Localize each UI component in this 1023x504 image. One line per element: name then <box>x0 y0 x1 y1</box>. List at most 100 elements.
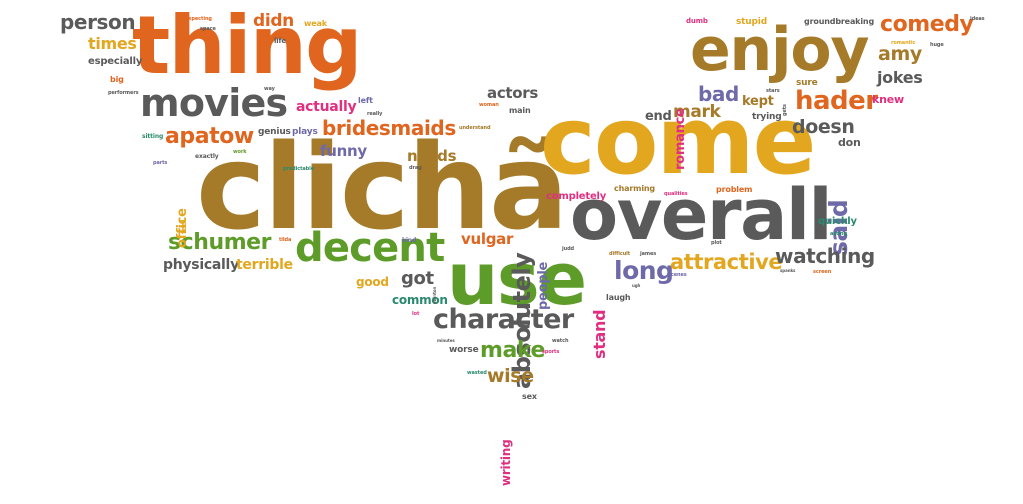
word-funny: funny <box>320 142 367 160</box>
word-decent: decent <box>295 225 445 271</box>
word-especially: especially <box>88 56 143 67</box>
word-watching: watching <box>775 244 875 268</box>
word-romantic: romantic <box>891 40 916 46</box>
word-trying: trying <box>752 112 782 122</box>
word-mark: mark <box>673 102 721 122</box>
word-way: way <box>264 86 275 92</box>
word-terrible: terrible <box>236 257 293 273</box>
word-person: person <box>60 10 136 34</box>
word-plot: plot <box>711 240 722 246</box>
word-watch: watch <box>552 338 569 344</box>
word-exactly: exactly <box>195 153 219 160</box>
word-physically: physically <box>163 257 239 273</box>
word-completely: completely <box>546 191 607 202</box>
word-comedy: comedy <box>880 12 974 37</box>
word-sitting: sitting <box>142 133 164 140</box>
word-laugh: laugh <box>606 293 631 302</box>
word-charming: charming <box>614 184 656 193</box>
word-didn: didn <box>253 11 294 31</box>
word-understand: understand <box>459 125 491 131</box>
word-attractive: attractive <box>670 250 783 274</box>
word-come: come <box>540 87 816 196</box>
word-kind: kind <box>402 237 417 244</box>
word-expecting: expecting <box>185 16 212 22</box>
word-scenes: scenes <box>668 272 687 278</box>
word-wise: wise <box>487 365 534 387</box>
word-people: people <box>536 261 551 310</box>
word-ugh: ugh <box>632 283 641 288</box>
word-woman: woman <box>479 102 499 108</box>
word-doesn: doesn <box>792 116 855 138</box>
word-common: common <box>392 293 448 307</box>
word-huge: huge <box>930 42 944 48</box>
word-stand: stand <box>590 309 609 359</box>
word-amy: amy <box>878 43 922 65</box>
word-performers: performers <box>108 90 139 96</box>
word-jokes: jokes <box>877 68 923 87</box>
word-acting: acting <box>830 231 847 237</box>
word-plays: plays <box>292 127 318 137</box>
word-wasted: wasted <box>467 370 487 376</box>
word-really: really <box>367 111 383 117</box>
word-sex: sex <box>522 392 537 401</box>
word-ideas: ideas <box>970 16 985 22</box>
word-bridesmaids: bridesmaids <box>322 116 456 140</box>
word-feel: feel <box>180 219 188 234</box>
word-enjoy: enjoy <box>690 15 870 85</box>
word-groundbreaking: groundbreaking <box>804 17 875 26</box>
word-good: good <box>356 275 389 289</box>
word-schumer: schumer <box>168 230 272 255</box>
word-use: use <box>447 237 587 321</box>
word-space: space <box>200 26 216 32</box>
word-knew: knew <box>872 93 904 106</box>
word-make: make <box>480 338 545 363</box>
word-predictable: predictable <box>283 166 315 172</box>
word-main: main <box>509 106 531 115</box>
word-quickly: quickly <box>818 216 857 227</box>
word-swinton: swinton <box>432 286 437 304</box>
word-overall: overall <box>570 174 833 256</box>
word-judd: judd <box>562 246 575 252</box>
word-weak: weak <box>304 19 327 28</box>
word-times: times <box>88 34 137 53</box>
word-movies: movies <box>140 81 288 125</box>
word-stars: stars <box>766 88 780 94</box>
word-tilda: tilda <box>279 237 292 243</box>
word-left: left <box>358 96 373 105</box>
word-minutes: minutes <box>437 338 455 343</box>
word-clich-: clichã <box>196 118 569 256</box>
word-worse: worse <box>449 345 479 355</box>
word-screen: screen <box>813 269 832 275</box>
word-stupid: stupid <box>736 17 767 27</box>
word-sure: sure <box>796 78 818 88</box>
word-difficult: difficult <box>609 251 631 257</box>
word-sports: sports <box>542 349 560 355</box>
word-james: james <box>640 251 657 257</box>
word-lot: lot <box>412 311 420 317</box>
word-gets: gets <box>782 104 788 116</box>
word-genius: genius <box>258 127 291 137</box>
word-spanks: spanks <box>780 268 796 273</box>
word-problem: problem <box>716 185 753 194</box>
word-thing: thing <box>132 0 362 92</box>
word-actually: actually <box>296 99 357 115</box>
word-got: got <box>401 268 434 289</box>
word-don: don <box>838 136 861 149</box>
word-actors: actors <box>487 84 539 102</box>
word-qualities: qualities <box>664 191 688 197</box>
word-bad: bad <box>698 82 739 106</box>
word-apatow: apatow <box>165 124 254 149</box>
word-end: end <box>645 109 672 124</box>
word-character: character <box>433 304 574 335</box>
word-vulgar: vulgar <box>461 230 514 248</box>
word-romance: romance <box>673 108 688 170</box>
word-parts: parts <box>153 160 168 166</box>
word-hader: hader <box>795 86 878 116</box>
word-work: work <box>233 149 247 155</box>
word-drag: drag <box>409 165 422 171</box>
word-life: life <box>274 37 287 45</box>
word-big: big <box>110 75 124 84</box>
word-writing: writing <box>499 439 513 486</box>
word-needs: needs <box>407 147 457 165</box>
